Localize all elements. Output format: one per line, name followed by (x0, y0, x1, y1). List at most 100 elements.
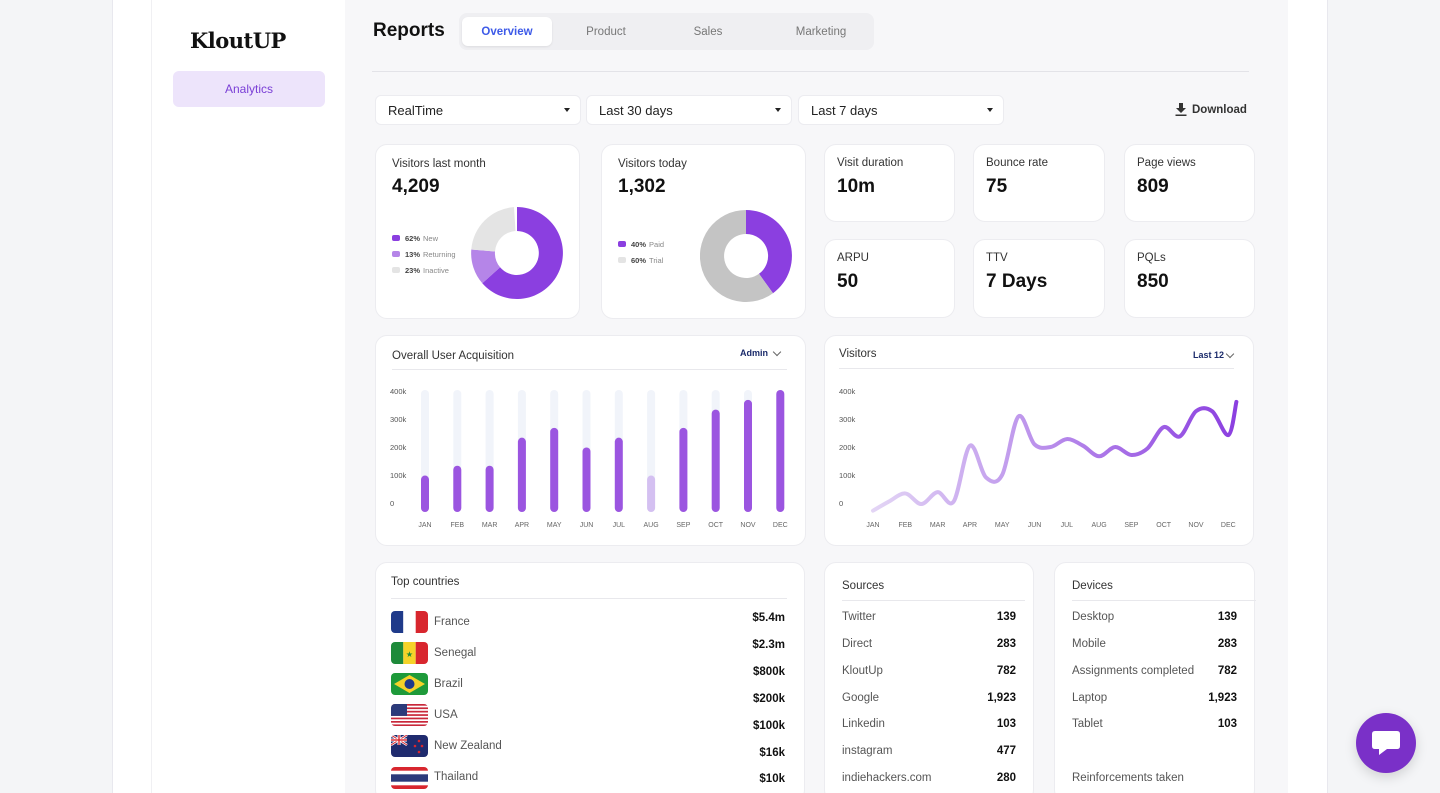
chart-divider (839, 368, 1234, 369)
donut-chart (471, 207, 563, 299)
donut-legend: 40% Paid 60% Trial (618, 236, 664, 268)
card-value: 1,302 (618, 176, 666, 197)
brazil-flag-icon (391, 673, 428, 695)
france-flag-icon (391, 611, 428, 633)
y-tick-label: 200k (839, 443, 856, 452)
stat-card-bounce-rate: Bounce rate 75 (973, 144, 1105, 222)
device-value: 103 (1217, 718, 1237, 730)
stat-card-visit-duration: Visit duration 10m (824, 144, 955, 222)
download-button[interactable]: Download (1175, 103, 1247, 116)
stat-label: ARPU (837, 252, 869, 264)
x-tick-label: OCT (1156, 522, 1172, 529)
tab-overview[interactable]: Overview (462, 17, 552, 46)
realtime-select[interactable]: RealTime (375, 95, 581, 125)
legend-swatch (618, 241, 626, 247)
device-name: Mobile (1072, 638, 1106, 650)
acquisition-card: Overall User Acquisition Admin 400k 300k 2… (375, 335, 806, 546)
download-icon (1175, 103, 1187, 116)
x-tick-label: SEP (1124, 522, 1138, 529)
bar (453, 465, 462, 512)
caret-down-icon (775, 108, 781, 112)
bar (550, 427, 559, 512)
legend-pct: 62% (405, 233, 421, 243)
legend-name: Paid (649, 239, 665, 249)
source-name: indiehackers.com (842, 772, 932, 784)
device-name: Desktop (1072, 611, 1115, 623)
admin-filter-dropdown[interactable]: Admin (740, 347, 782, 358)
stat-card-page-views: Page views 809 (1124, 144, 1255, 222)
svg-text:★: ★ (406, 650, 413, 659)
source-name: Google (842, 692, 880, 704)
stat-card-pqls: PQLs 850 (1124, 239, 1255, 318)
legend-item: 13% Returning (392, 246, 456, 262)
source-value: 477 (996, 745, 1016, 757)
sidebar-item-analytics[interactable]: Analytics (173, 71, 325, 107)
y-tick-label: 100k (839, 471, 856, 480)
usa-flag-icon (391, 704, 428, 726)
tab-product[interactable]: Product (586, 25, 626, 38)
x-tick-label: APR (515, 522, 529, 529)
legend-swatch (392, 267, 400, 273)
device-value: 1,923 (1208, 692, 1237, 704)
devices-card: Devices Desktop 139 Mobile 283 Assignmen… (1054, 562, 1256, 793)
device-value: 782 (1217, 665, 1237, 677)
stat-label: Visit duration (837, 157, 904, 169)
stat-card-ttv: TTV 7 Days (973, 239, 1105, 318)
donut-slice-trial (700, 210, 773, 302)
tab-sales[interactable]: Sales (693, 25, 723, 38)
range-7-select[interactable]: Last 7 days (798, 95, 1004, 125)
y-tick-label: 400k (390, 387, 407, 396)
y-tick-label: 400k (839, 387, 856, 396)
admin-filter-label: Admin (740, 348, 768, 358)
y-tick-label: 300k (390, 415, 407, 424)
legend-name: New (423, 233, 439, 243)
stat-value: 10m (837, 176, 876, 197)
legend-swatch (392, 251, 400, 257)
last-12-filter-label: Last 12 (1193, 350, 1225, 360)
source-value: 782 (996, 665, 1016, 677)
x-tick-label: DEC (773, 522, 788, 529)
bar (614, 437, 623, 512)
source-name: Direct (842, 638, 873, 650)
visitors-card: Visitors Last 12 400k 300k 200k 100k 0 JAN FEB… (824, 335, 1254, 546)
x-tick-label: JUN (580, 522, 594, 529)
device-name: Tablet (1072, 718, 1103, 730)
x-tick-label: AUG (644, 522, 659, 529)
x-tick-label: JUL (613, 522, 626, 529)
country-name: Thailand (434, 771, 479, 783)
legend-pct: 23% (405, 265, 421, 275)
page-title: Reports (373, 20, 445, 41)
chart-divider (392, 369, 787, 370)
country-name: Senegal (434, 647, 477, 659)
new-zealand-flag-icon (391, 735, 428, 757)
donut-slice-returning (471, 249, 501, 284)
country-value: $800k (753, 666, 785, 678)
x-tick-label: JAN (866, 522, 879, 529)
stat-value: 809 (1137, 176, 1169, 197)
x-tick-label: NOV (1188, 522, 1204, 529)
caret-down-icon (564, 108, 570, 112)
card-label: Visitors today (618, 158, 687, 170)
tab-marketing[interactable]: Marketing (795, 25, 847, 38)
card-value: 4,209 (392, 176, 440, 197)
donut-slice-inactive (471, 207, 516, 252)
country-value: $5.4m (752, 612, 785, 624)
visitors-last-month-card: Visitors last month 4,209 62% New 13% Retu… (375, 144, 580, 319)
stat-value: 50 (837, 271, 859, 292)
bar (582, 447, 591, 512)
last-12-filter-dropdown[interactable]: Last 12 (1193, 349, 1235, 360)
list-divider (391, 598, 787, 599)
x-tick-label: SEP (676, 522, 690, 529)
legend-item: 60% Trial (618, 252, 664, 268)
app-logo: KloutUP (190, 28, 286, 53)
chat-bubble-icon (1372, 731, 1400, 755)
legend-swatch (618, 257, 626, 263)
donut-legend: 62% New 13% Returning 23% Inactive (392, 230, 456, 278)
chat-button[interactable] (1356, 713, 1416, 773)
range-30-select[interactable]: Last 30 days (586, 95, 792, 125)
x-tick-label: DEC (1221, 522, 1236, 529)
x-tick-label: MAR (482, 522, 498, 529)
acquisition-bar-chart: 400k 300k 200k 100k 0 JAN FEB MAR APR MAY JUN JUL AU… (390, 387, 788, 529)
source-name: instagram (842, 745, 893, 757)
x-tick-label: MAY (547, 522, 562, 529)
